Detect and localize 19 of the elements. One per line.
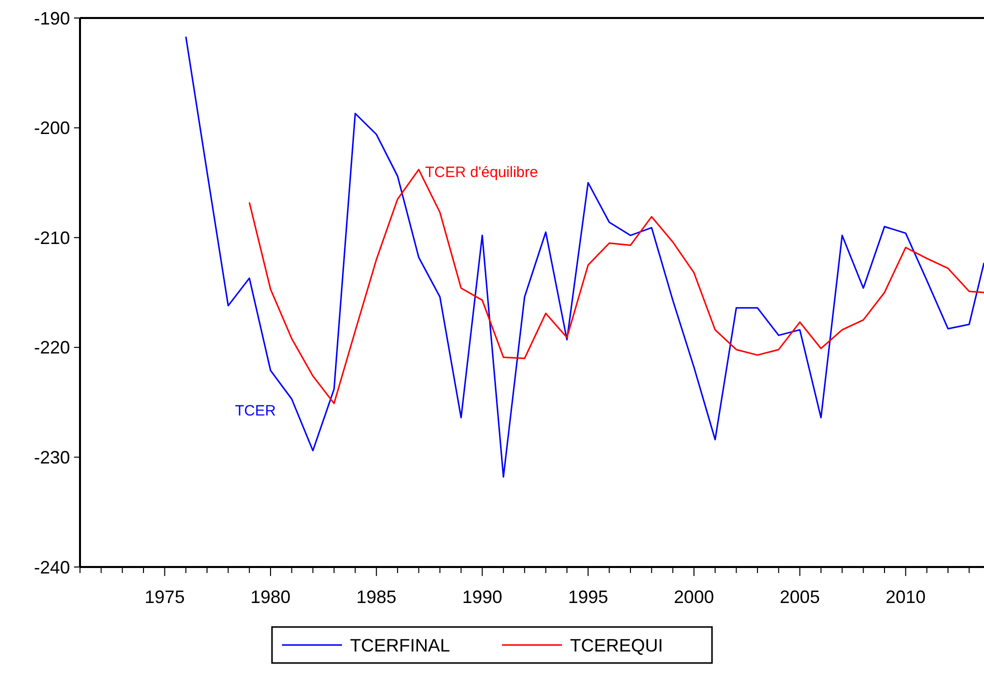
x-tick-label: 2005 xyxy=(780,587,820,607)
x-tick-label: 2010 xyxy=(886,587,926,607)
annotation: TCER xyxy=(235,402,276,420)
y-tick-label: -210 xyxy=(34,228,70,248)
x-tick-label: 1985 xyxy=(356,587,396,607)
x-tick-label: 2000 xyxy=(674,587,714,607)
y-tick-label: -240 xyxy=(34,557,70,578)
x-tick-label: 1980 xyxy=(250,587,291,607)
y-tick-label: -230 xyxy=(34,448,70,468)
y-tick-label: -220 xyxy=(34,338,70,358)
legend-label: TCEREQUI xyxy=(570,635,664,656)
line-series xyxy=(185,36,984,478)
y-tick-label: -200 xyxy=(34,118,70,138)
x-tick-label: 1995 xyxy=(568,587,608,607)
y-tick-label: -190 xyxy=(34,8,70,28)
x-tick-label: 1990 xyxy=(462,587,502,607)
x-tick-label: 1975 xyxy=(144,587,185,607)
annotation: TCER d'équilibre xyxy=(425,164,538,181)
legend-label: TCERFINAL xyxy=(350,635,450,656)
